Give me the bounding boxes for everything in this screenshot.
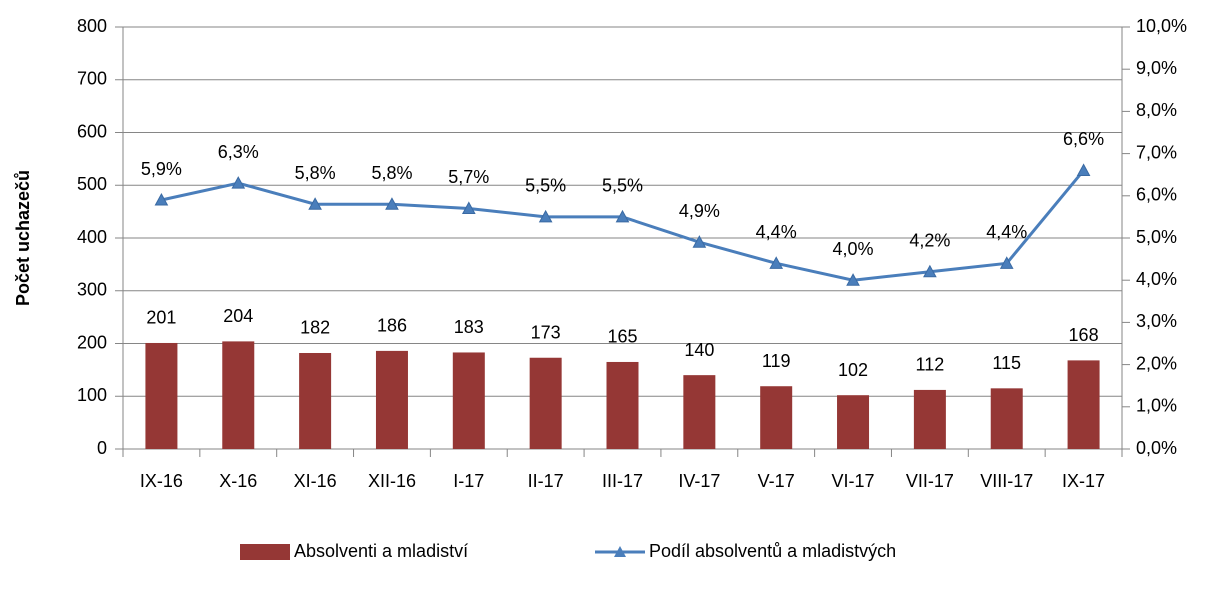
bar bbox=[760, 386, 793, 449]
y-tick-label: 200 bbox=[77, 332, 107, 352]
legend-swatch bbox=[240, 544, 290, 560]
bar bbox=[990, 388, 1023, 449]
line-marker bbox=[461, 201, 476, 214]
bar-value-label: 165 bbox=[607, 327, 637, 347]
bar bbox=[606, 361, 639, 449]
line-value-label: 5,5% bbox=[525, 176, 566, 196]
y-tick-label: 100 bbox=[77, 385, 107, 405]
y2-tick-label: 1,0% bbox=[1136, 396, 1177, 416]
bar bbox=[529, 357, 562, 449]
x-tick-label: V-17 bbox=[758, 471, 795, 491]
legend-label: Podíl absolventů a mladistvých bbox=[649, 541, 896, 561]
line-value-label: 4,0% bbox=[833, 239, 874, 259]
bar bbox=[375, 350, 408, 449]
line-marker bbox=[923, 264, 937, 278]
line-value-label: 5,9% bbox=[141, 159, 182, 179]
bar-value-label: 112 bbox=[916, 355, 945, 375]
bar bbox=[1067, 360, 1100, 449]
y2-tick-label: 10,0% bbox=[1136, 16, 1187, 36]
bar bbox=[837, 395, 870, 449]
line-value-label: 4,9% bbox=[679, 201, 720, 221]
bar-value-label: 102 bbox=[838, 360, 868, 380]
line-marker bbox=[1076, 163, 1091, 176]
line-marker bbox=[231, 176, 246, 189]
y-axis-title: Počet uchazečů bbox=[13, 170, 33, 306]
bar bbox=[145, 342, 178, 449]
line-marker bbox=[769, 256, 784, 269]
line-value-label: 5,8% bbox=[371, 163, 412, 183]
x-tick-label: VI-17 bbox=[832, 471, 875, 491]
x-tick-label: VII-17 bbox=[906, 471, 954, 491]
y2-tick-label: 3,0% bbox=[1136, 311, 1177, 331]
x-tick-label: X-16 bbox=[219, 471, 257, 491]
bar-value-label: 201 bbox=[146, 308, 176, 328]
bar bbox=[683, 375, 716, 449]
y2-tick-label: 6,0% bbox=[1136, 185, 1177, 205]
y2-tick-label: 7,0% bbox=[1136, 142, 1177, 162]
x-tick-label: I-17 bbox=[453, 471, 484, 491]
line-marker bbox=[999, 256, 1014, 269]
x-tick-label: II-17 bbox=[528, 471, 564, 491]
bar-value-label: 183 bbox=[454, 317, 484, 337]
line-value-label: 6,6% bbox=[1063, 129, 1104, 149]
line-marker bbox=[154, 192, 169, 206]
line-value-label: 5,8% bbox=[295, 163, 336, 183]
x-tick-label: XI-16 bbox=[294, 471, 337, 491]
y2-tick-label: 9,0% bbox=[1136, 58, 1177, 78]
bar bbox=[452, 352, 485, 449]
x-tick-label: IX-16 bbox=[140, 471, 183, 491]
line-value-label: 6,3% bbox=[218, 142, 259, 162]
bar-value-label: 168 bbox=[1069, 325, 1099, 345]
bar-value-label: 115 bbox=[992, 353, 1021, 373]
line-marker bbox=[846, 273, 860, 286]
x-tick-label: XII-16 bbox=[368, 471, 416, 491]
y2-tick-label: 5,0% bbox=[1136, 227, 1177, 247]
line-marker bbox=[385, 197, 399, 210]
y2-tick-label: 4,0% bbox=[1136, 269, 1177, 289]
x-tick-label: IX-17 bbox=[1062, 471, 1105, 491]
x-tick-label: IV-17 bbox=[678, 471, 720, 491]
bar-value-label: 173 bbox=[531, 322, 561, 342]
y-tick-label: 600 bbox=[77, 121, 107, 141]
y-tick-label: 300 bbox=[77, 280, 107, 300]
legend-label: Absolventi a mladiství bbox=[294, 541, 468, 561]
line-value-label: 5,7% bbox=[448, 167, 489, 187]
y-tick-label: 700 bbox=[77, 69, 107, 89]
line-value-label: 4,2% bbox=[909, 231, 950, 251]
bar-value-label: 140 bbox=[684, 340, 714, 360]
bar-value-label: 119 bbox=[762, 351, 791, 371]
bar bbox=[913, 389, 946, 449]
line-marker bbox=[538, 209, 553, 223]
line-value-label: 4,4% bbox=[756, 222, 797, 242]
line-marker bbox=[308, 197, 322, 210]
y2-tick-label: 0,0% bbox=[1136, 438, 1177, 458]
bar-value-label: 186 bbox=[377, 316, 407, 336]
bar-value-label: 204 bbox=[223, 306, 253, 326]
bar bbox=[222, 341, 255, 449]
line-marker bbox=[615, 209, 630, 223]
bar-value-label: 182 bbox=[300, 318, 330, 338]
y-tick-label: 0 bbox=[97, 438, 107, 458]
bar bbox=[299, 352, 332, 449]
x-tick-label: III-17 bbox=[602, 471, 643, 491]
line-value-label: 4,4% bbox=[986, 222, 1027, 242]
line-value-label: 5,5% bbox=[602, 176, 643, 196]
line-marker bbox=[692, 235, 707, 248]
y2-tick-label: 8,0% bbox=[1136, 100, 1177, 120]
y-tick-label: 800 bbox=[77, 16, 107, 36]
y2-tick-label: 2,0% bbox=[1136, 353, 1177, 373]
x-tick-label: VIII-17 bbox=[980, 471, 1033, 491]
y-tick-label: 500 bbox=[77, 174, 107, 194]
y-tick-label: 400 bbox=[77, 227, 107, 247]
legend-marker bbox=[614, 546, 626, 557]
